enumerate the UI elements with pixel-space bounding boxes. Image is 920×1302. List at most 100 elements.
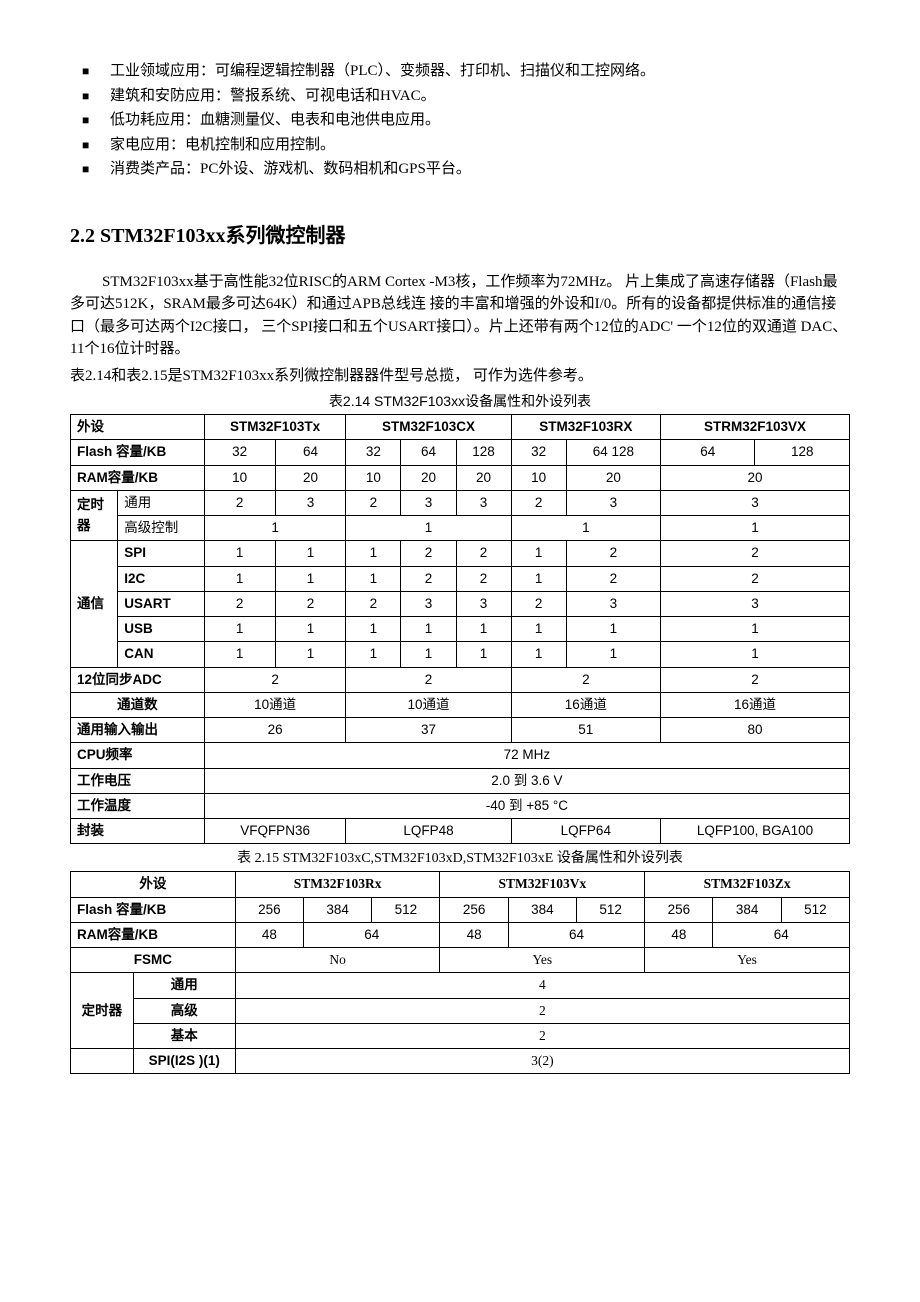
table-caption: 表 2.15 STM32F103xC,STM32F103xD,STM32F103… xyxy=(70,848,850,869)
cell: 1 xyxy=(511,541,566,566)
cell: 64 xyxy=(303,922,440,947)
cell: LQFP100, BGA100 xyxy=(661,819,850,844)
cell: 1 xyxy=(204,566,275,591)
row-group-label: 定时器 xyxy=(71,490,118,541)
row-label: 通用 xyxy=(133,973,235,998)
header-cell: STM32F103RX xyxy=(511,415,660,440)
cell: 32 xyxy=(346,440,401,465)
row-label: Flash 容量/KB xyxy=(71,440,205,465)
cell: 256 xyxy=(645,897,713,922)
row-label: SPI(I2S )(1) xyxy=(133,1049,235,1074)
cell: 3 xyxy=(566,490,660,515)
list-item: 工业领域应用：可编程逻辑控制器（PLC）、变频器、打印机、扫描仪和工控网络。 xyxy=(110,60,850,83)
cell: 1 xyxy=(204,617,275,642)
cell: 2 xyxy=(511,591,566,616)
cell: 3(2) xyxy=(235,1049,849,1074)
device-table-2: 外设 STM32F103Rx STM32F103Vx STM32F103Zx F… xyxy=(70,871,850,1074)
row-label: CAN xyxy=(118,642,205,667)
row-label: SPI xyxy=(118,541,205,566)
cell: 3 xyxy=(661,591,850,616)
cell: 384 xyxy=(508,897,576,922)
cell: 64 xyxy=(508,922,645,947)
cell: 2 xyxy=(275,591,346,616)
cell: -40 到 +85 °C xyxy=(204,793,849,818)
header-cell: STM32F103Zx xyxy=(645,872,850,897)
cell: 1 xyxy=(275,566,346,591)
cell: 4 xyxy=(235,973,849,998)
cell: 1 xyxy=(204,642,275,667)
cell: 1 xyxy=(511,566,566,591)
header-cell: STRM32F103VX xyxy=(661,415,850,440)
cell: 20 xyxy=(401,465,456,490)
cell: 3 xyxy=(401,591,456,616)
cell: 1 xyxy=(566,617,660,642)
cell: 48 xyxy=(440,922,508,947)
table-caption: 表2.14 STM32F103xx设备属性和外设列表 xyxy=(70,391,850,412)
cell: 2 xyxy=(346,591,401,616)
cell: 1 xyxy=(346,642,401,667)
row-label: 工作电压 xyxy=(71,768,205,793)
row-label: 通道数 xyxy=(71,692,205,717)
cell: 2 xyxy=(204,591,275,616)
cell: 10 xyxy=(204,465,275,490)
list-item: 低功耗应用：血糖测量仪、电表和电池供电应用。 xyxy=(110,109,850,132)
body-paragraph: 表2.14和表2.15是STM32F103xx系列微控制器器件型号总揽， 可作为… xyxy=(70,365,850,388)
cell: 3 xyxy=(566,591,660,616)
cell: 1 xyxy=(401,617,456,642)
cell: 1 xyxy=(275,617,346,642)
cell: 64 xyxy=(275,440,346,465)
cell: 512 xyxy=(781,897,849,922)
cell: 1 xyxy=(401,642,456,667)
cell: 1 xyxy=(204,541,275,566)
cell: 3 xyxy=(661,490,850,515)
cell: 3 xyxy=(456,490,511,515)
cell: 80 xyxy=(661,718,850,743)
cell: 51 xyxy=(511,718,660,743)
cell: 512 xyxy=(576,897,644,922)
cell: 1 xyxy=(204,516,346,541)
row-label: 通用 xyxy=(118,490,205,515)
cell: 1 xyxy=(275,541,346,566)
header-cell: 外设 xyxy=(71,872,236,897)
cell: 64 xyxy=(713,922,850,947)
cell: 16通道 xyxy=(511,692,660,717)
cell: 32 xyxy=(511,440,566,465)
cell: 20 xyxy=(661,465,850,490)
row-label: 基本 xyxy=(133,1023,235,1048)
row-label: 封装 xyxy=(71,819,205,844)
cell: 64 xyxy=(401,440,456,465)
cell: Yes xyxy=(440,948,645,973)
cell: 1 xyxy=(346,516,511,541)
cell: 1 xyxy=(346,617,401,642)
cell: 2 xyxy=(661,667,850,692)
cell: 3 xyxy=(275,490,346,515)
cell: 2 xyxy=(346,667,511,692)
cell: 16通道 xyxy=(661,692,850,717)
list-item: 建筑和安防应用：警报系统、可视电话和HVAC。 xyxy=(110,85,850,108)
cell: 2 xyxy=(456,566,511,591)
cell: 1 xyxy=(566,642,660,667)
cell: 1 xyxy=(346,541,401,566)
cell: 2 xyxy=(511,490,566,515)
row-label: FSMC xyxy=(71,948,236,973)
cell: 384 xyxy=(303,897,371,922)
cell: 48 xyxy=(645,922,713,947)
cell: 256 xyxy=(440,897,508,922)
row-label: USART xyxy=(118,591,205,616)
cell: No xyxy=(235,948,440,973)
cell: 1 xyxy=(346,566,401,591)
cell: 20 xyxy=(566,465,660,490)
row-label: 工作温度 xyxy=(71,793,205,818)
cell: 72 MHz xyxy=(204,743,849,768)
cell: 128 xyxy=(755,440,850,465)
cell: 10 xyxy=(511,465,566,490)
row-label: 12位同步ADC xyxy=(71,667,205,692)
cell: 20 xyxy=(275,465,346,490)
header-cell: STM32F103CX xyxy=(346,415,511,440)
cell: 3 xyxy=(456,591,511,616)
row-label: Flash 容量/KB xyxy=(71,897,236,922)
cell: 2 xyxy=(566,566,660,591)
cell: 3 xyxy=(401,490,456,515)
cell: 1 xyxy=(511,516,660,541)
cell: 128 xyxy=(456,440,511,465)
